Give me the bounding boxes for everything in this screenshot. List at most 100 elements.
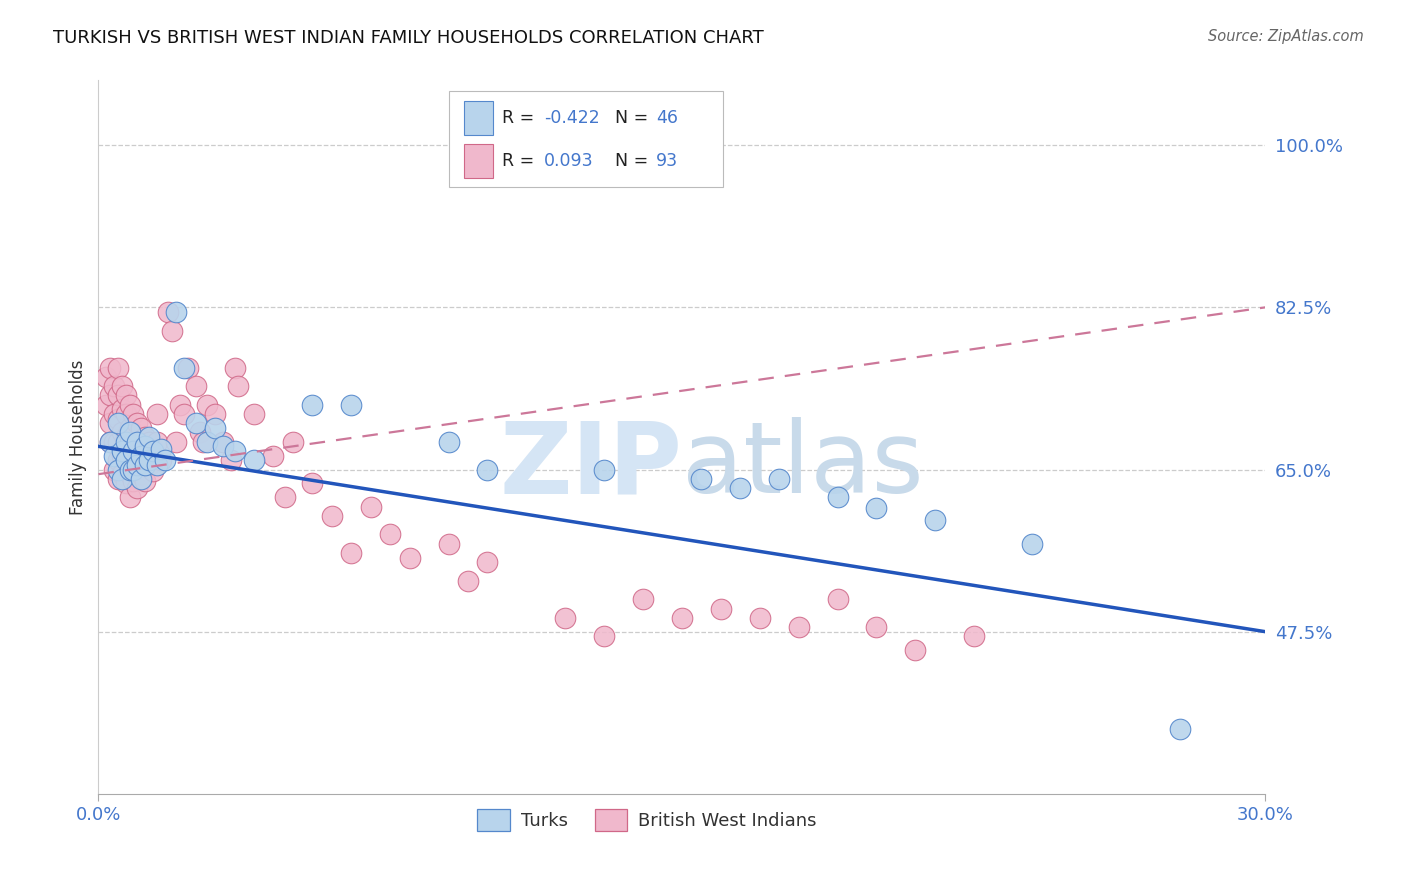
- Point: [129, 472, 152, 486]
- Point: [671, 611, 693, 625]
- Point: [111, 379, 134, 393]
- Point: [768, 472, 790, 486]
- Point: [437, 434, 460, 449]
- Point: [134, 451, 156, 466]
- Point: [184, 379, 207, 393]
- Text: Source: ZipAtlas.com: Source: ZipAtlas.com: [1208, 29, 1364, 44]
- Point: [114, 476, 136, 491]
- Point: [224, 360, 246, 375]
- Point: [165, 305, 187, 319]
- Text: N =: N =: [616, 152, 654, 169]
- Point: [122, 444, 145, 458]
- Point: [730, 481, 752, 495]
- Point: [1021, 536, 1043, 550]
- Point: [138, 430, 160, 444]
- Point: [827, 592, 849, 607]
- Point: [118, 467, 141, 482]
- Point: [169, 398, 191, 412]
- Point: [146, 407, 169, 421]
- Point: [122, 462, 145, 476]
- Text: 46: 46: [657, 109, 678, 127]
- Point: [748, 611, 770, 625]
- Point: [122, 407, 145, 421]
- Point: [107, 472, 129, 486]
- Point: [173, 360, 195, 375]
- Point: [107, 462, 129, 476]
- Point: [142, 444, 165, 458]
- Point: [142, 442, 165, 457]
- Point: [184, 416, 207, 430]
- Point: [122, 427, 145, 442]
- Point: [107, 416, 129, 430]
- Point: [219, 453, 242, 467]
- Point: [262, 449, 284, 463]
- Point: [340, 398, 363, 412]
- Point: [98, 388, 121, 402]
- Point: [153, 453, 176, 467]
- Point: [162, 324, 184, 338]
- Point: [122, 451, 145, 466]
- Point: [149, 442, 172, 457]
- Text: R =: R =: [502, 109, 540, 127]
- Text: 93: 93: [657, 152, 678, 169]
- Point: [103, 434, 125, 449]
- FancyBboxPatch shape: [449, 91, 723, 187]
- Y-axis label: Family Households: Family Households: [69, 359, 87, 515]
- Point: [962, 629, 984, 643]
- Point: [96, 369, 118, 384]
- Point: [380, 527, 402, 541]
- Point: [114, 388, 136, 402]
- Point: [127, 436, 149, 450]
- Point: [127, 458, 149, 472]
- Point: [138, 453, 160, 467]
- Point: [114, 430, 136, 444]
- Point: [228, 379, 250, 393]
- Point: [107, 360, 129, 375]
- Point: [111, 472, 134, 486]
- Point: [274, 491, 297, 505]
- Point: [111, 449, 134, 463]
- Point: [107, 411, 129, 425]
- Point: [787, 620, 810, 634]
- Point: [107, 434, 129, 449]
- Bar: [464, 101, 494, 136]
- Point: [103, 379, 125, 393]
- Point: [118, 462, 141, 476]
- Point: [301, 476, 323, 491]
- Point: [165, 434, 187, 449]
- Point: [204, 421, 226, 435]
- Point: [457, 574, 479, 588]
- Point: [243, 407, 266, 421]
- Point: [157, 305, 180, 319]
- Point: [631, 592, 654, 607]
- Point: [118, 421, 141, 435]
- Point: [111, 425, 134, 440]
- Point: [243, 453, 266, 467]
- Point: [98, 434, 121, 449]
- Text: TURKISH VS BRITISH WEST INDIAN FAMILY HOUSEHOLDS CORRELATION CHART: TURKISH VS BRITISH WEST INDIAN FAMILY HO…: [53, 29, 765, 46]
- Point: [127, 458, 149, 472]
- Point: [360, 500, 382, 514]
- Point: [593, 462, 616, 476]
- Point: [398, 550, 420, 565]
- Point: [149, 453, 172, 467]
- Point: [134, 430, 156, 444]
- Point: [437, 536, 460, 550]
- Point: [111, 402, 134, 417]
- Point: [1168, 722, 1191, 736]
- Point: [195, 434, 218, 449]
- Point: [138, 458, 160, 472]
- Point: [321, 508, 343, 523]
- Point: [146, 434, 169, 449]
- Text: N =: N =: [616, 109, 654, 127]
- Point: [114, 434, 136, 449]
- Point: [904, 643, 927, 657]
- Point: [107, 453, 129, 467]
- Point: [177, 360, 200, 375]
- Point: [188, 425, 211, 440]
- Point: [98, 416, 121, 430]
- Point: [127, 434, 149, 449]
- Point: [134, 458, 156, 472]
- Point: [103, 407, 125, 421]
- Point: [827, 491, 849, 505]
